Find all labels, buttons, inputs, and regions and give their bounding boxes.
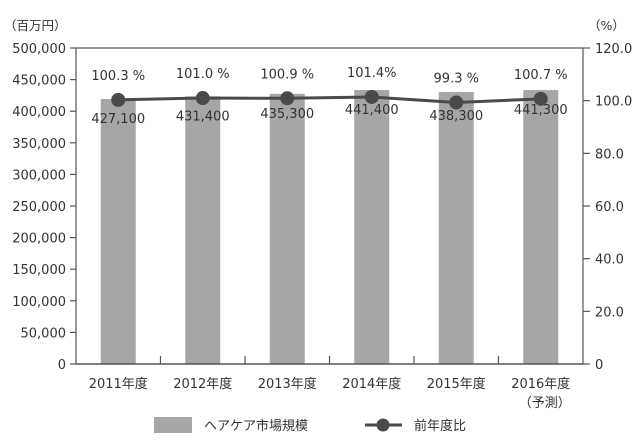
left-tick-label: 450,000: [12, 74, 66, 89]
left-tick-label: 150,000: [12, 263, 66, 278]
line-value-label: 101.0 %: [176, 67, 230, 82]
line-marker: [195, 91, 210, 106]
bar: [438, 91, 474, 365]
left-tick-label: 400,000: [12, 105, 66, 120]
bar: [523, 90, 559, 365]
line-series: 100.3 % 101.0 % 100.9 % 101.4% 99.3 % 100.7 %: [91, 66, 568, 110]
x-tick-label: 2014年度: [342, 376, 401, 392]
right-tick-label: 120.0: [595, 42, 632, 57]
legend-bar-swatch: [154, 417, 192, 433]
right-tick-label: 60.0: [595, 200, 624, 215]
bar-value-label: 438,300: [429, 109, 483, 124]
x-tick-label: 2011年度: [89, 376, 148, 392]
bar-value-label: 435,300: [260, 107, 314, 122]
right-tick-label: 100.0: [595, 95, 632, 110]
x-tick-label: 2015年度: [427, 376, 486, 392]
line-marker: [280, 91, 295, 106]
left-tick-label: 500,000: [12, 42, 66, 57]
line-marker: [364, 89, 379, 104]
line-marker: [533, 91, 548, 106]
left-tick-label: 350,000: [12, 137, 66, 152]
bar-value-label: 427,100: [91, 112, 145, 127]
right-tick-label: 40.0: [595, 253, 624, 268]
line-value-label: 100.7 %: [514, 68, 568, 83]
right-axis-unit: （%）: [588, 18, 625, 33]
right-tick-label: 80.0: [595, 147, 624, 162]
bar-value-label: 441,400: [345, 103, 399, 118]
bar: [185, 96, 221, 365]
legend-line-label: 前年度比: [414, 418, 466, 434]
x-tick-label: 2012年度: [173, 376, 232, 392]
x-tick-sublabel: （予測）: [519, 396, 571, 411]
left-tick-label: 100,000: [12, 295, 66, 310]
left-tick-label: 0: [58, 358, 66, 373]
x-tick-label: 2016年度: [511, 376, 570, 392]
left-tick-label: 200,000: [12, 232, 66, 247]
line-value-label: 100.3 %: [91, 69, 145, 84]
legend-bar-label: ヘアケア市場規模: [204, 418, 308, 434]
left-axis-unit: （百万円）: [4, 18, 67, 33]
left-tick-label: 300,000: [12, 168, 66, 183]
line-value-label: 99.3 %: [434, 72, 479, 87]
left-tick-label: 50,000: [21, 326, 67, 341]
bar: [354, 90, 390, 364]
right-axis: 0 20.0 40.0 60.0 80.0 100.0 120.0: [583, 42, 632, 373]
plot-frame: [75, 47, 584, 365]
line-value-label: 100.9 %: [260, 67, 314, 82]
right-tick-label: 0: [595, 358, 603, 373]
line-marker: [111, 92, 126, 107]
left-axis: 0 50,000 100,000 150,000 200,000 250,000 300,0…: [12, 42, 76, 373]
left-tick-label: 250,000: [12, 200, 66, 215]
bar-value-label: 431,400: [176, 109, 230, 124]
line-marker: [449, 95, 464, 110]
bar: [100, 99, 136, 364]
legend-line-marker-icon: [376, 418, 390, 432]
bar: [269, 93, 305, 364]
bar-value-label: 441,300: [514, 103, 568, 118]
x-axis-labels: 2011年度 2012年度 2013年度 2014年度 2015年度 2016年度 （予測）: [89, 376, 571, 411]
legend: ヘアケア市場規模 前年度比: [154, 417, 466, 434]
bar-series: 427,100 431,400 435,300 441,400 438,300 441,3…: [91, 90, 568, 365]
right-tick-label: 20.0: [595, 305, 624, 320]
line-value-label: 101.4%: [347, 66, 397, 81]
x-tick-label: 2013年度: [258, 376, 317, 392]
